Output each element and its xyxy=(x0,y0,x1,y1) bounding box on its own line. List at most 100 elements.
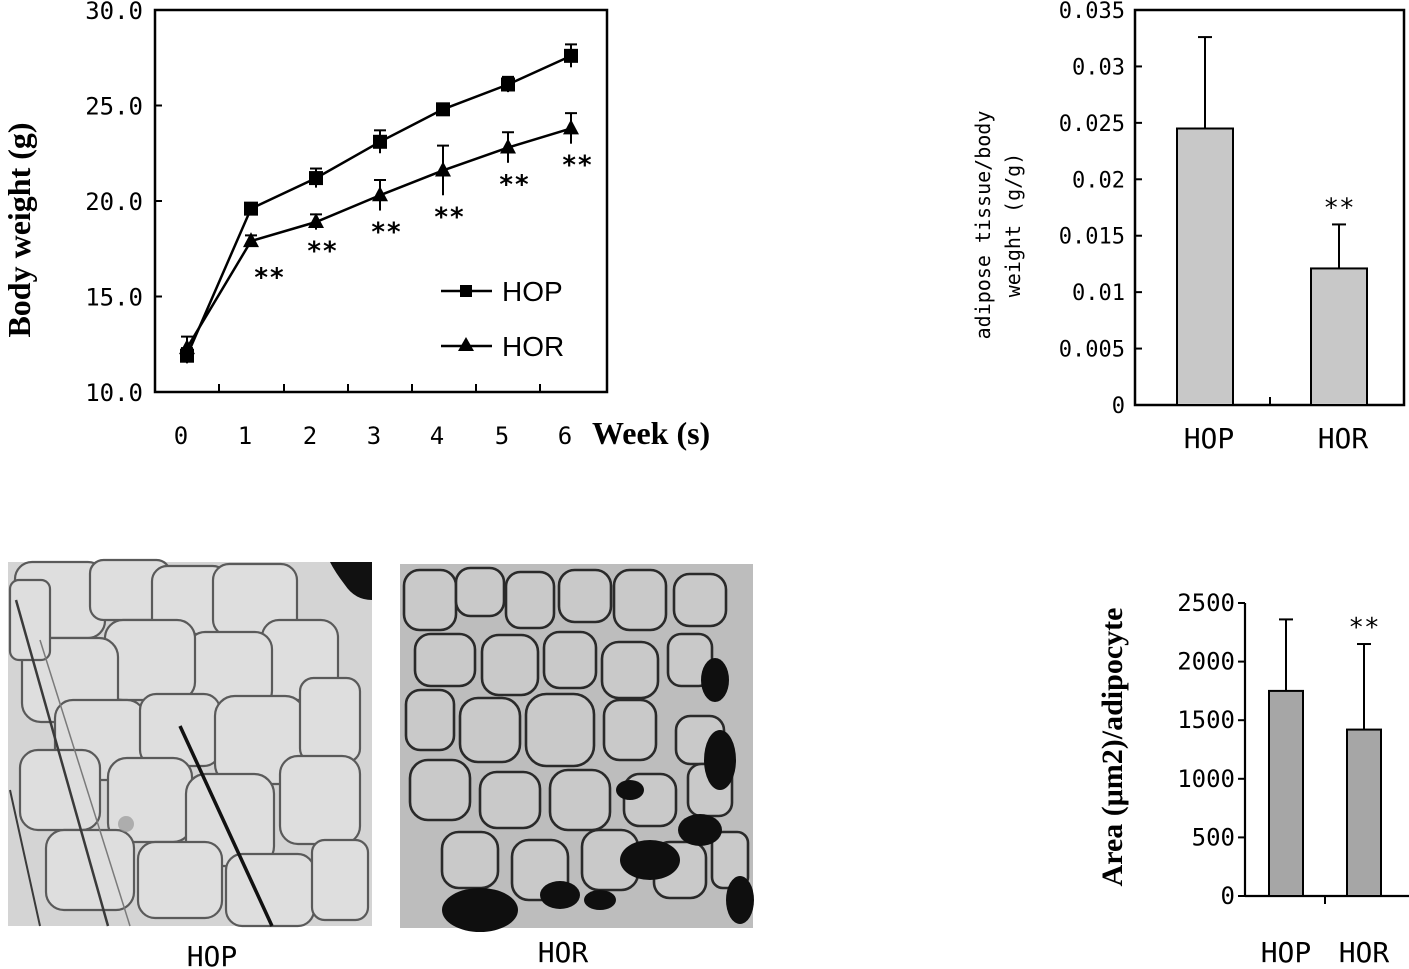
bar-hop xyxy=(1268,689,1304,898)
data-point-hop xyxy=(501,77,515,92)
x-tick-label: 5 xyxy=(495,422,509,450)
hor-micrograph-caption: HOR xyxy=(538,936,589,969)
data-point-hop xyxy=(436,102,450,117)
adipose-ratio-chart: 0 0.005 0.01 0.015 0.02 0.025 0.03 0.035 HOP HOR *… xyxy=(1059,0,1406,455)
significance-mark: ** xyxy=(370,218,401,248)
legend-hop-label: HOP xyxy=(502,276,563,307)
dark-lipid-region xyxy=(540,881,580,909)
data-point-hor xyxy=(563,119,579,135)
y-tick-label: 20.0 xyxy=(85,188,143,216)
dark-lipid-region xyxy=(678,814,722,846)
adipocyte-outline xyxy=(542,630,598,690)
y-tick-label: 15.0 xyxy=(85,284,143,312)
adipose-ratio-ylabel-line2: weight (g/g) xyxy=(1001,153,1025,298)
x-tick-label: 6 xyxy=(558,422,572,450)
data-point-hop xyxy=(309,171,323,186)
adipocyte-outline xyxy=(310,838,370,922)
significance-mark: ** xyxy=(1323,193,1354,223)
dark-lipid-region xyxy=(442,888,518,932)
significance-mark: ** xyxy=(1348,613,1379,643)
adipocyte-outline xyxy=(458,696,522,764)
significance-mark: ** xyxy=(498,170,529,200)
y-tick-label: 0.025 xyxy=(1059,112,1125,137)
x-category-label: HOR xyxy=(1339,936,1390,969)
adipocyte-outline xyxy=(440,830,500,890)
adipocyte-outline xyxy=(672,572,728,628)
significance-mark: ** xyxy=(561,151,592,181)
adipocyte-outline xyxy=(278,754,362,846)
x-category-label: HOR xyxy=(1318,422,1369,455)
adipocyte-outline xyxy=(454,566,506,618)
adipocyte-outline xyxy=(612,568,668,632)
body-weight-chart: 10.0 15.0 20.0 25.0 30.0 0 1 2 3 4 5 6 ** ** ** ** ** ** xyxy=(85,0,609,450)
legend-hor-marker xyxy=(458,337,474,351)
x-category-label: HOP xyxy=(1184,422,1235,455)
significance-mark: ** xyxy=(253,263,284,293)
dark-lipid-region xyxy=(726,876,754,924)
adipocyte-area-ylabel: Area (μm2)/adipocyte xyxy=(1096,608,1129,887)
dark-lipid-region xyxy=(584,890,616,910)
y-tick-label: 30.0 xyxy=(85,0,143,25)
hor-micrograph xyxy=(400,564,754,932)
y-tick-label: 2000 xyxy=(1177,648,1235,676)
dark-lipid-region xyxy=(616,780,644,800)
y-tick-label: 0.01 xyxy=(1072,281,1125,306)
significance-mark: ** xyxy=(306,237,337,267)
adipocyte-outline xyxy=(413,632,477,688)
dark-lipid-region xyxy=(620,840,680,880)
adipocyte-outline xyxy=(480,633,540,697)
adipocyte-outline xyxy=(18,748,102,832)
adipocyte-outline xyxy=(600,640,660,700)
y-tick-label: 0.03 xyxy=(1072,55,1125,80)
y-tick-label: 0.035 xyxy=(1059,0,1125,24)
hop-micrograph xyxy=(8,558,372,928)
body-weight-legend: HOP HOR xyxy=(441,276,564,362)
y-tick-label: 0.005 xyxy=(1059,338,1125,363)
x-tick-label: 2 xyxy=(303,422,317,450)
y-tick-label: 25.0 xyxy=(85,93,143,121)
data-point-hop xyxy=(373,134,387,149)
data-point-hor xyxy=(308,213,324,229)
data-point-hor xyxy=(500,138,516,154)
adipocyte-outline xyxy=(136,840,224,920)
adipocyte-outline xyxy=(524,692,596,768)
adipocyte-outline xyxy=(402,568,458,632)
data-point-hor xyxy=(372,186,388,202)
x-tick-label: 4 xyxy=(430,422,444,450)
adipocyte-outline xyxy=(224,852,316,928)
x-tick-label: 3 xyxy=(367,422,381,450)
data-point-hor xyxy=(435,161,451,177)
adipocyte-outline xyxy=(404,688,456,752)
dark-lipid-region xyxy=(704,730,736,790)
bar-hor xyxy=(1346,728,1382,897)
x-tick-label: 0 xyxy=(174,422,188,450)
dark-lipid-region xyxy=(701,658,729,702)
adipocyte-outline xyxy=(44,828,136,912)
x-tick-label: 1 xyxy=(238,422,252,450)
bar-hor xyxy=(1310,267,1368,407)
y-tick-label: 0.02 xyxy=(1072,168,1125,193)
hop-micrograph-caption: HOP xyxy=(187,940,238,969)
adipocyte-area-chart: 0 500 1000 1500 2000 2500 HOP HOR ** xyxy=(1177,589,1409,969)
bar-hop xyxy=(1176,127,1234,406)
adipocyte-outline xyxy=(548,768,612,832)
data-point-hor xyxy=(243,232,259,248)
adipocyte-outline xyxy=(557,568,613,624)
y-tick-label: 0 xyxy=(1112,394,1125,419)
y-tick-label: 1500 xyxy=(1177,706,1235,734)
y-tick-label: 1000 xyxy=(1177,765,1235,793)
y-tick-label: 0 xyxy=(1221,882,1235,910)
significance-mark: ** xyxy=(433,202,464,232)
body-weight-ylabel: Body weight (g) xyxy=(1,122,37,337)
adipocyte-outline xyxy=(298,676,362,764)
legend-hor-label: HOR xyxy=(502,331,564,362)
adipocyte-outline xyxy=(602,698,658,762)
y-tick-label: 0.015 xyxy=(1059,225,1125,250)
adipocyte-outline xyxy=(408,758,472,822)
legend-hop-marker xyxy=(460,285,472,297)
data-point-hop xyxy=(244,201,258,216)
x-category-label: HOP xyxy=(1261,936,1312,969)
adipocyte-outline xyxy=(478,770,542,830)
body-weight-xlabel: Week (s) xyxy=(592,415,710,451)
